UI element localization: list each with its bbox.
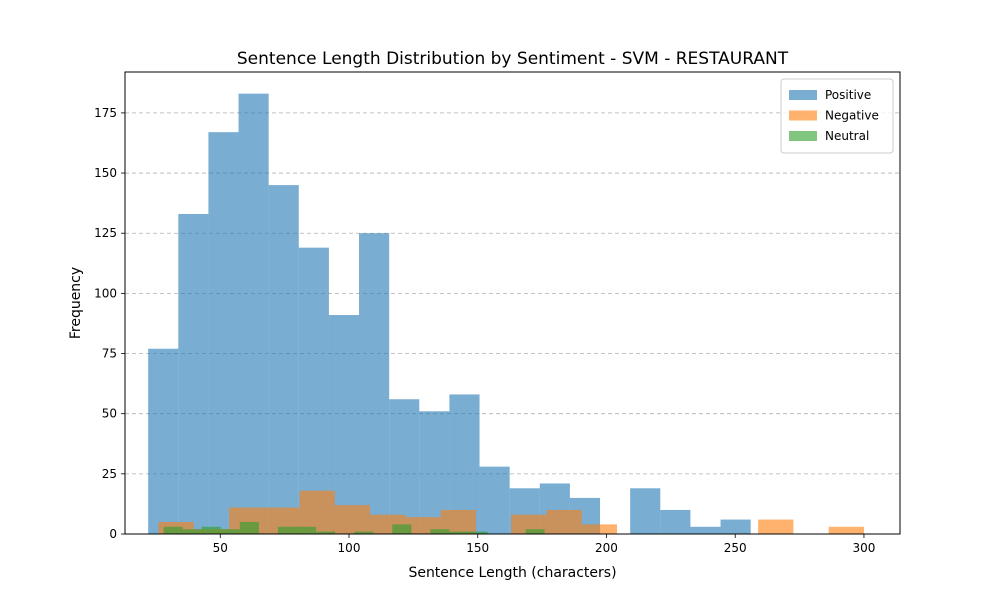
- histogram-bar: [239, 521, 259, 534]
- histogram-bar: [277, 526, 297, 534]
- histogram-bar: [220, 529, 240, 534]
- histogram-bar: [163, 526, 183, 534]
- x-ticks: 50 100 150 200 250 300: [213, 534, 876, 555]
- histogram-bar: [359, 233, 390, 534]
- histogram-bar: [828, 526, 864, 534]
- series-positive: [148, 93, 751, 534]
- legend-swatch: [789, 90, 817, 100]
- y-ticks: 0 25 50 75 100 125 150 175: [94, 106, 125, 541]
- series-negative: [158, 490, 864, 534]
- y-tick-label: 125: [94, 226, 117, 240]
- series-neutral: [163, 521, 545, 534]
- y-tick-label: 50: [102, 407, 117, 421]
- histogram-bar: [525, 529, 545, 534]
- legend: Positive Negative Neutral: [780, 78, 894, 154]
- legend-swatch: [789, 131, 817, 141]
- bars-layer: [148, 93, 864, 534]
- histogram-bar: [201, 526, 221, 534]
- histogram-bar: [182, 529, 202, 534]
- y-axis-label: Frequency: [68, 267, 84, 339]
- y-tick-label: 100: [94, 286, 117, 300]
- histogram-bar: [546, 509, 582, 534]
- histogram-bar: [334, 505, 371, 534]
- y-tick-label: 175: [94, 106, 117, 120]
- x-tick-label: 150: [466, 541, 489, 555]
- histogram-bar: [148, 348, 179, 534]
- histogram-bar: [389, 399, 420, 534]
- histogram-bar: [430, 529, 450, 534]
- histogram-bar: [316, 531, 336, 534]
- x-tick-label: 200: [595, 541, 618, 555]
- chart-title: Sentence Length Distribution by Sentimen…: [237, 49, 789, 69]
- histogram-bar: [208, 132, 239, 534]
- legend-label: Neutral: [825, 129, 869, 143]
- histogram-bar: [298, 247, 329, 534]
- histogram-bar: [178, 213, 209, 534]
- histogram-bar: [354, 531, 374, 534]
- histogram-bar: [758, 519, 794, 534]
- x-tick-label: 50: [213, 541, 228, 555]
- histogram-bar: [630, 488, 661, 534]
- legend-label: Positive: [825, 88, 871, 102]
- y-tick-label: 75: [102, 347, 117, 361]
- y-tick-label: 150: [94, 166, 117, 180]
- x-tick-label: 300: [853, 541, 876, 555]
- x-tick-label: 250: [724, 541, 747, 555]
- histogram-bar: [238, 93, 269, 534]
- histogram-bar: [468, 531, 488, 534]
- histogram-bar: [296, 526, 317, 534]
- legend-swatch: [789, 110, 817, 121]
- histogram-bar: [392, 524, 412, 534]
- histogram-bar: [660, 509, 691, 534]
- histogram-bar: [581, 524, 618, 534]
- y-tick-label: 25: [102, 467, 117, 481]
- legend-label: Negative: [825, 109, 879, 123]
- histogram-bar: [720, 519, 751, 534]
- y-tick-label: 0: [109, 527, 117, 541]
- histogram-bar: [479, 466, 510, 534]
- plot-frame: [124, 71, 901, 535]
- histogram-bar: [268, 185, 299, 534]
- histogram-bar: [690, 526, 721, 534]
- x-axis-label: Sentence Length (characters): [408, 565, 616, 581]
- histogram-bar: [449, 531, 469, 534]
- x-tick-label: 100: [338, 541, 361, 555]
